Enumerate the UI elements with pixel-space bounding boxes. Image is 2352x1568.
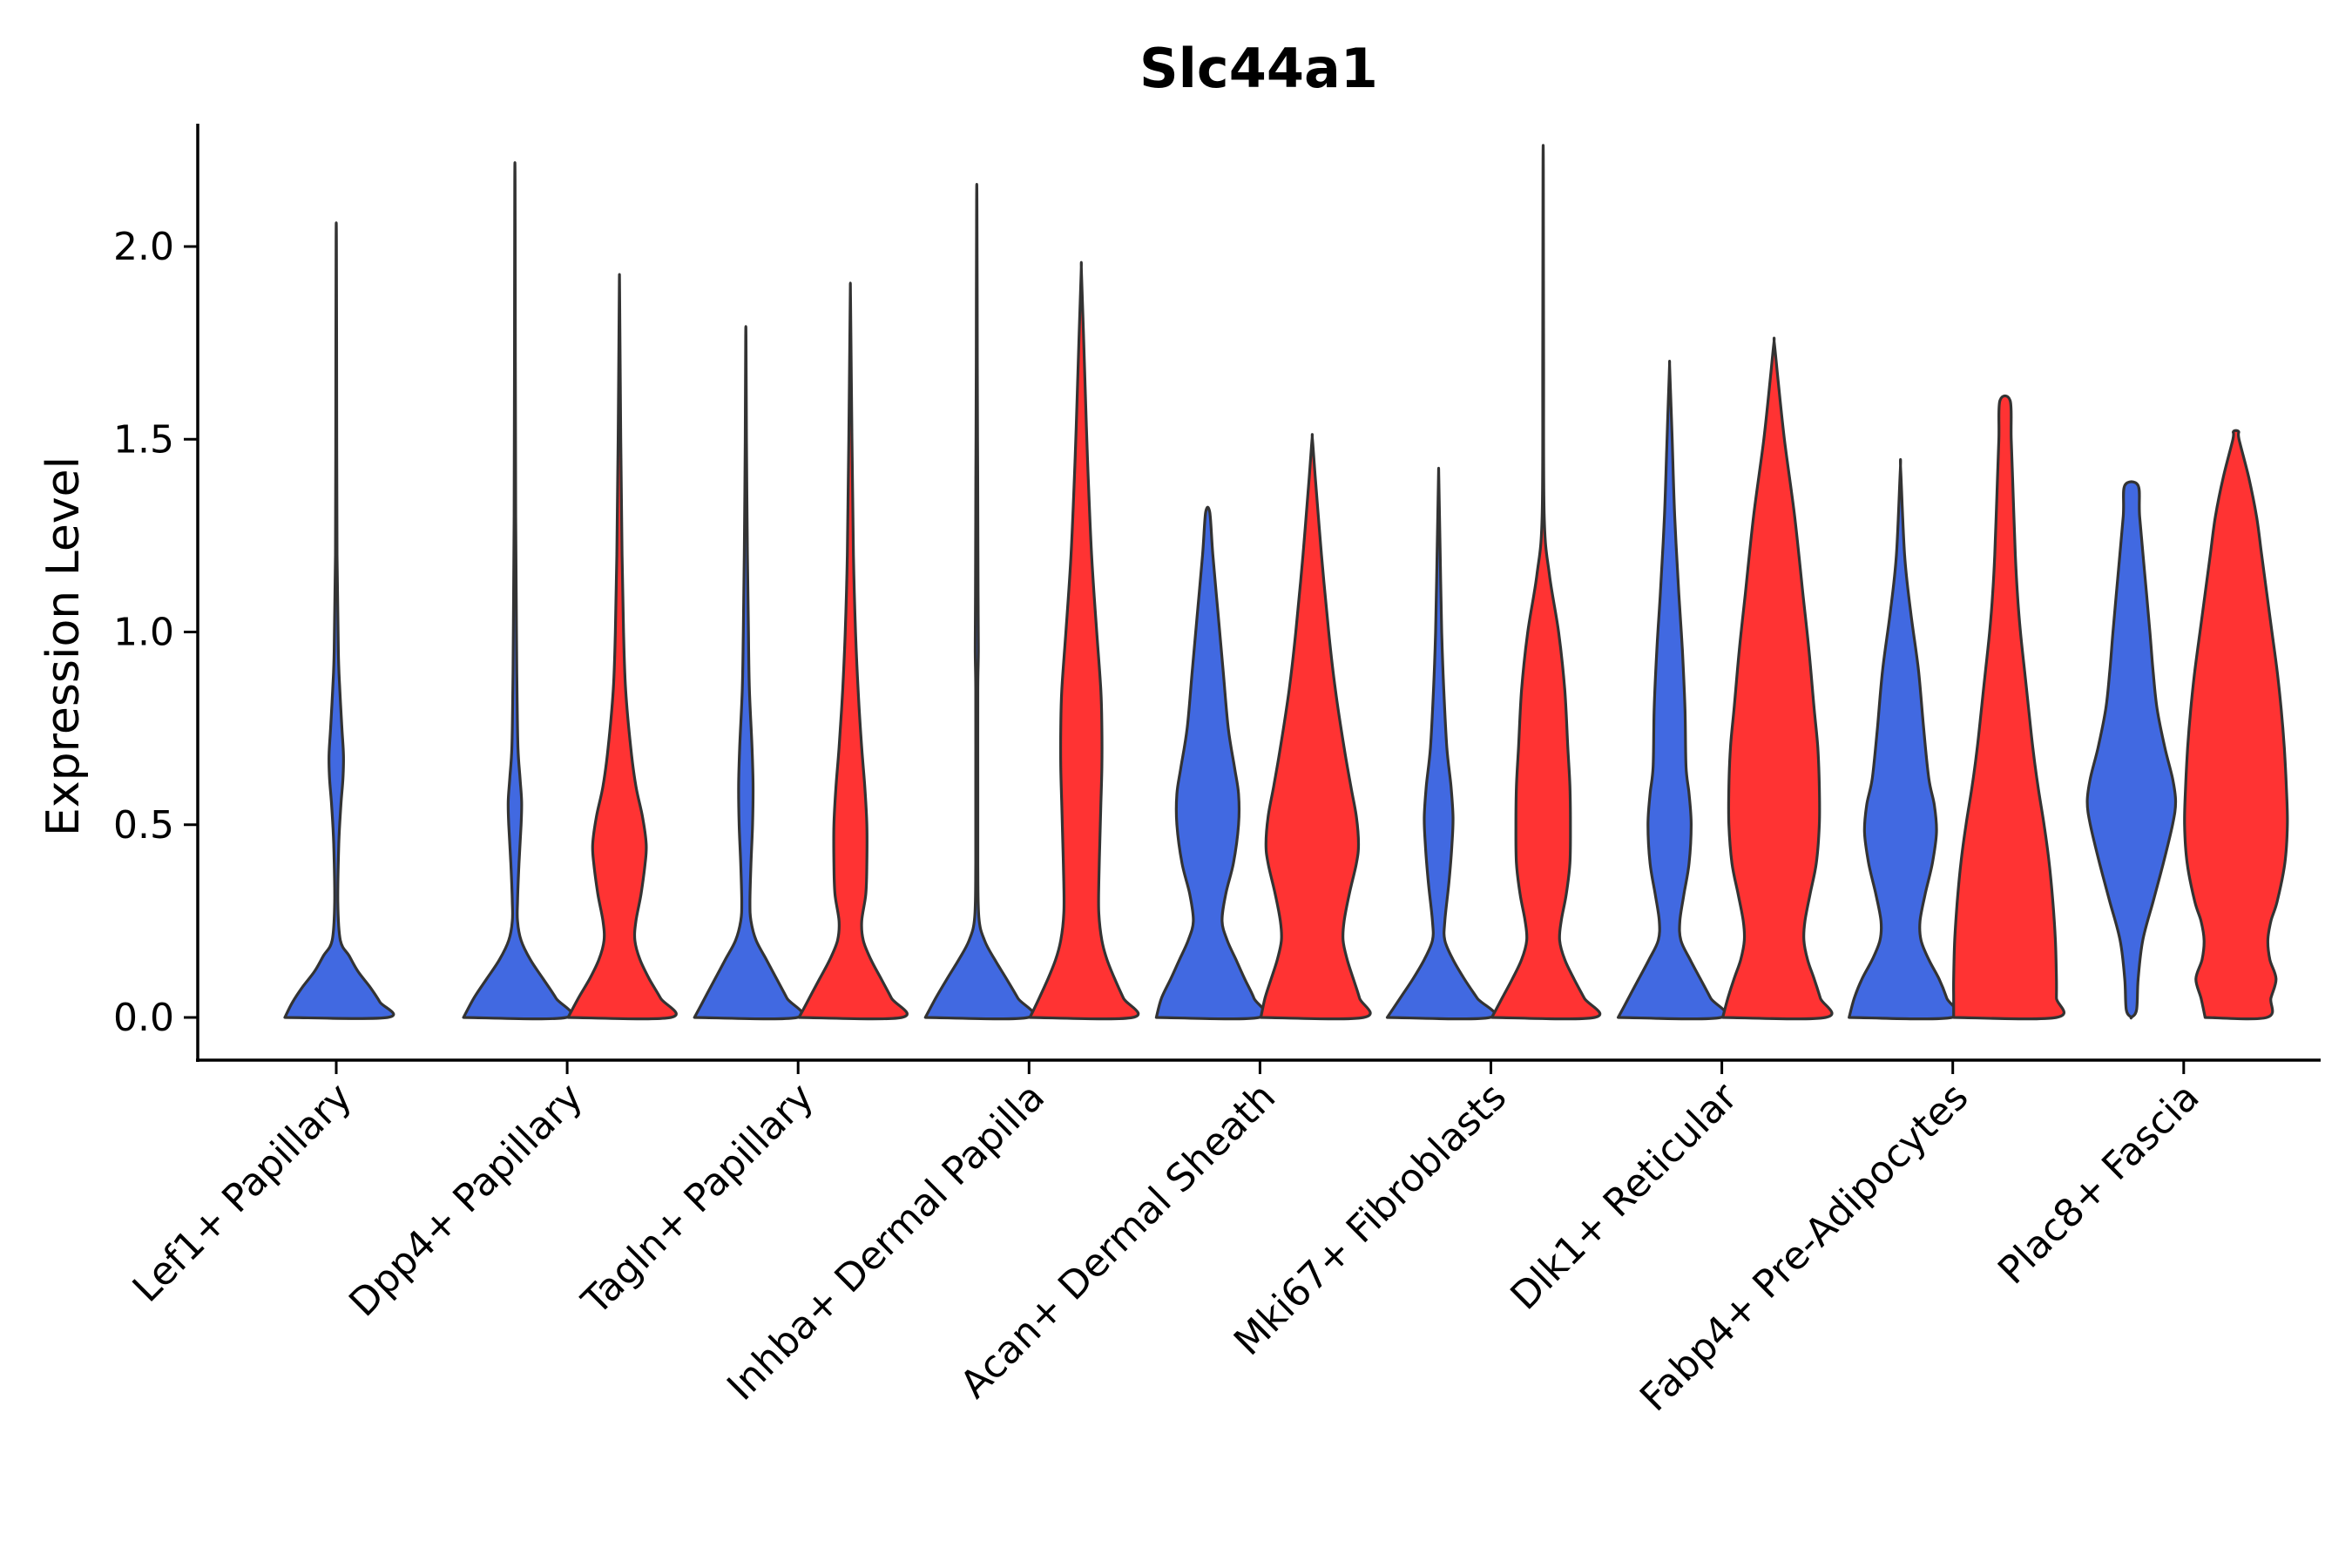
x-tick-label: Plac8+ Fascia	[1990, 1075, 2208, 1294]
violin-group2-7	[1952, 394, 2065, 1021]
y-tick-label: 0.0	[113, 996, 174, 1040]
violin-group1-0	[283, 221, 395, 1020]
violin-group1-7	[1848, 457, 1960, 1021]
y-tick-label: 0.5	[113, 803, 174, 848]
violin-group2-4	[1259, 433, 1372, 1021]
y-axis-title: Expression Level	[37, 456, 90, 836]
violin-group1-5	[1385, 466, 1497, 1021]
x-tick-label: Dlk1+ Reticular	[1502, 1074, 1747, 1319]
violin-group1-4	[1154, 505, 1267, 1021]
chart-title: Slc44a1	[1139, 37, 1378, 100]
violin-group2-6	[1721, 336, 1834, 1021]
violin-group2-5	[1490, 144, 1602, 1021]
x-tick-label: Tagln+ Papillary	[573, 1075, 822, 1324]
x-tick-label: Dpp4+ Papillary	[341, 1075, 591, 1326]
violin-group1-2	[693, 325, 804, 1021]
violin-group2-3	[1028, 260, 1140, 1021]
y-ticks-group: 0.0 0.5 1.0 1.5 2.0	[113, 225, 198, 1040]
violin-group1-8	[2085, 480, 2178, 1020]
violin-group1-6	[1617, 360, 1728, 1021]
y-tick-label: 1.5	[113, 417, 174, 462]
violin-group2-8	[2183, 429, 2289, 1021]
x-tick-label: Lef1+ Papillary	[125, 1075, 361, 1311]
violin-group2-1	[566, 273, 678, 1021]
violin-group1-1	[462, 161, 573, 1021]
violins-group	[283, 144, 2289, 1021]
y-tick-label: 1.0	[113, 611, 174, 655]
y-tick-label: 2.0	[113, 225, 174, 269]
violin-group1-3	[923, 183, 1036, 1021]
violin-group2-2	[797, 281, 909, 1021]
